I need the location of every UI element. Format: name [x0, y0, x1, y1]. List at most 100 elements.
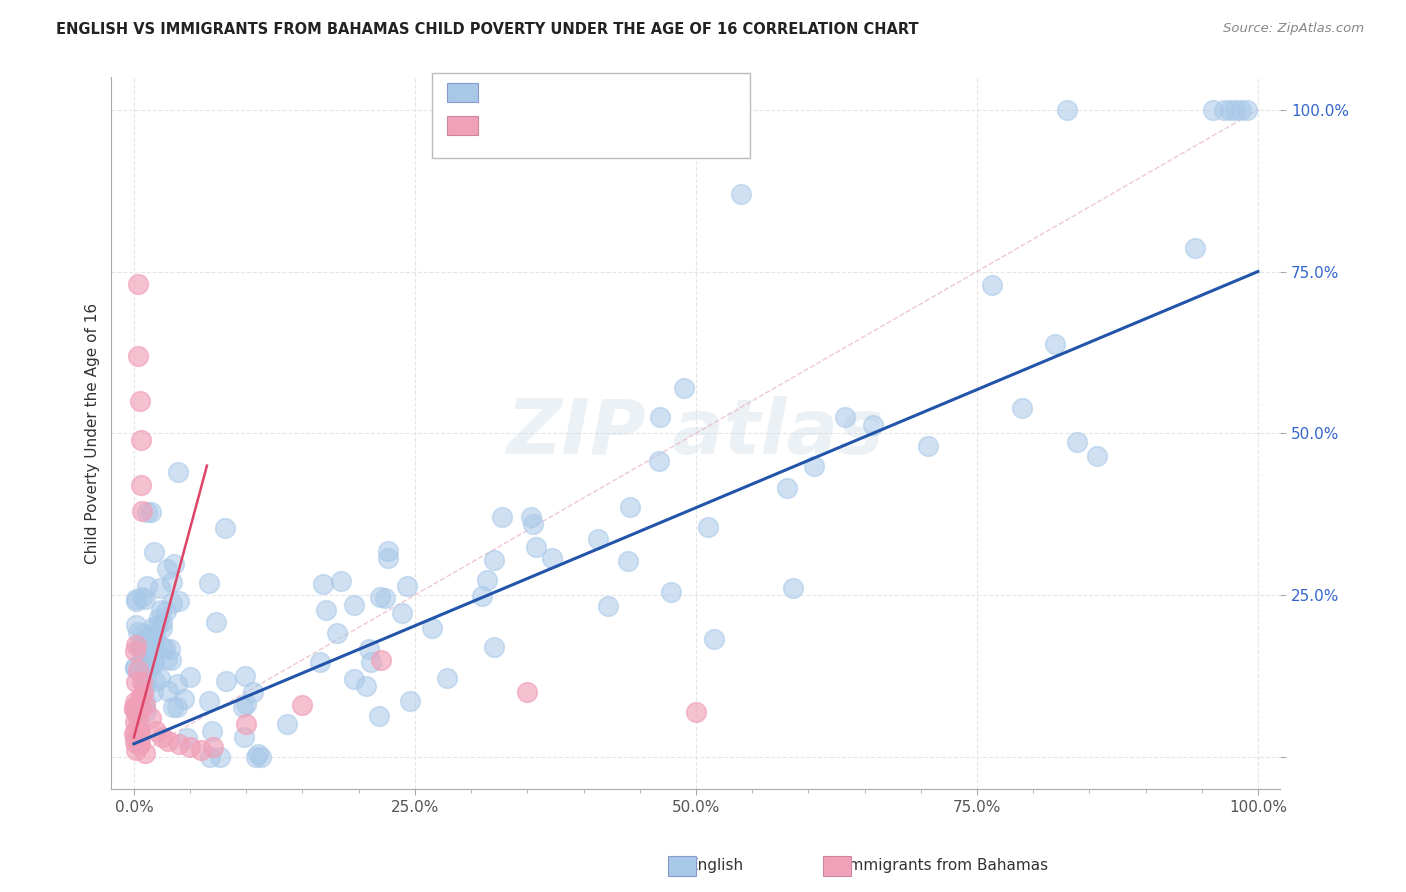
Point [672, 381, 695, 395]
Point [132, 627, 155, 641]
Point [326, 626, 349, 640]
Point [377, 544, 399, 558]
Point [145, 723, 167, 738]
Point [143, 627, 166, 641]
Point [619, 500, 641, 515]
Point [166, 699, 188, 714]
Point [150, 615, 173, 629]
Point [142, 620, 165, 634]
Point [125, 674, 148, 689]
Point [128, 393, 150, 408]
Point [134, 694, 156, 708]
Point [541, 550, 564, 565]
Text: ZIP atlas: ZIP atlas [508, 396, 884, 470]
Point [343, 673, 366, 687]
Point [124, 706, 146, 720]
Point [128, 695, 150, 709]
Point [135, 638, 157, 652]
Point [201, 740, 224, 755]
Text: Immigrants from Bahamas: Immigrants from Bahamas [844, 858, 1047, 872]
Point [519, 510, 541, 524]
Point [1213, 103, 1236, 117]
Point [124, 661, 146, 675]
Point [127, 663, 149, 677]
Point [862, 418, 884, 433]
Point [131, 651, 153, 665]
Point [291, 698, 314, 712]
Point [141, 630, 163, 644]
Point [134, 698, 156, 712]
Point [150, 640, 173, 654]
Point [703, 632, 725, 646]
Point [370, 653, 392, 667]
Point [516, 685, 538, 699]
Point [127, 277, 149, 292]
Point [368, 590, 391, 604]
Point [190, 743, 212, 757]
Point [142, 643, 165, 657]
Point [1236, 103, 1258, 117]
Point [134, 592, 156, 607]
Point [125, 705, 148, 719]
Point [524, 540, 547, 554]
Point [155, 604, 177, 618]
Point [343, 598, 366, 612]
Text: R =  0.313   N =  49: R = 0.313 N = 49 [485, 115, 658, 133]
Point [648, 410, 671, 425]
Point [522, 517, 544, 532]
Point [399, 694, 422, 708]
Point [127, 624, 149, 639]
Point [374, 591, 396, 606]
Point [232, 699, 254, 714]
Point [143, 545, 166, 559]
Point [128, 735, 150, 749]
Point [242, 684, 264, 698]
Point [198, 693, 221, 707]
Point [160, 653, 183, 667]
Point [1045, 337, 1067, 351]
Point [139, 505, 162, 519]
Point [648, 454, 671, 468]
Point [156, 562, 179, 576]
Point [215, 674, 238, 689]
Text: English: English [689, 858, 744, 872]
Point [235, 698, 257, 712]
Point [368, 708, 391, 723]
Point [134, 746, 156, 760]
Point [125, 594, 148, 608]
Point [124, 731, 146, 746]
Point [162, 574, 184, 589]
Point [436, 671, 458, 685]
Point [128, 664, 150, 678]
Point [491, 510, 513, 524]
Point [128, 738, 150, 752]
Point [138, 660, 160, 674]
Point [132, 686, 155, 700]
Point [1225, 103, 1247, 117]
Point [214, 521, 236, 535]
Point [360, 655, 382, 669]
Point [143, 636, 166, 650]
Point [125, 702, 148, 716]
Point [142, 685, 165, 699]
Point [134, 676, 156, 690]
Point [139, 711, 162, 725]
Point [136, 579, 159, 593]
Point [122, 727, 145, 741]
Text: Source: ZipAtlas.com: Source: ZipAtlas.com [1223, 22, 1364, 36]
Point [129, 433, 152, 447]
Point [696, 520, 718, 534]
Point [782, 581, 804, 595]
Point [159, 641, 181, 656]
Point [160, 596, 183, 610]
Point [235, 717, 257, 731]
Point [136, 505, 159, 519]
Point [122, 701, 145, 715]
Point [148, 611, 170, 625]
Point [134, 679, 156, 693]
Point [150, 621, 173, 635]
Point [136, 646, 159, 660]
Point [166, 677, 188, 691]
Point [250, 749, 273, 764]
Point [135, 672, 157, 686]
